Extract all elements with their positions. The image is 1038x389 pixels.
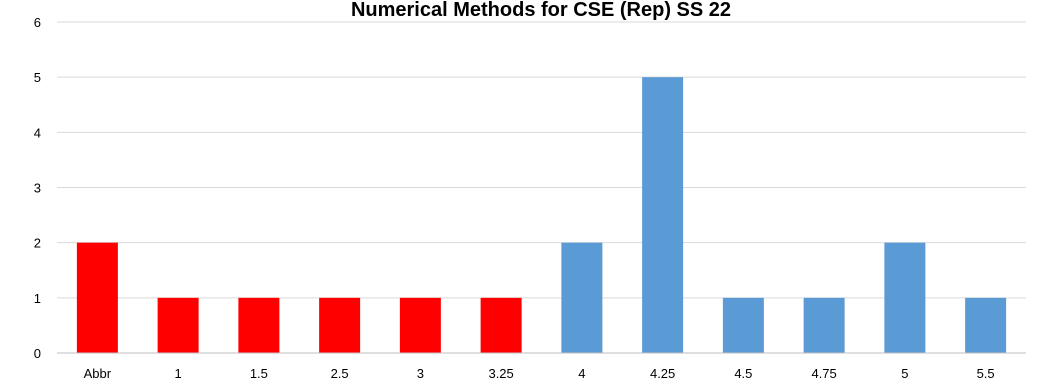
bar-4 — [561, 242, 603, 353]
bar-1.5 — [238, 297, 280, 353]
x-tick-label: 1.5 — [250, 366, 268, 381]
x-tick-labels: Abbr 1 1.5 2.5 3 3.25 4 4.25 4.5 4.75 5 5.5 — [84, 366, 995, 381]
x-tick-label: 4.5 — [734, 366, 752, 381]
bar-5.5 — [965, 297, 1007, 353]
bar-2.5 — [319, 297, 361, 353]
y-tick-label: 5 — [34, 70, 41, 85]
bar-1 — [157, 297, 199, 353]
x-tick-label: 4 — [578, 366, 585, 381]
x-tick-label: 5.5 — [977, 366, 995, 381]
x-tick-label: 5 — [901, 366, 908, 381]
x-tick-label: 2.5 — [331, 366, 349, 381]
bar-4.75 — [803, 297, 845, 353]
gridlines — [57, 21, 1026, 299]
y-tick-label: 6 — [34, 15, 41, 30]
x-tick-label: 3 — [417, 366, 424, 381]
bar-4.5 — [722, 297, 764, 353]
bar-3.25 — [480, 297, 522, 353]
y-tick-label: 4 — [34, 125, 41, 140]
bar-5 — [884, 242, 926, 353]
y-tick-labels: 0 1 2 3 4 5 6 — [34, 15, 41, 361]
chart-title: Numerical Methods for CSE (Rep) SS 22 — [351, 0, 731, 21]
x-tick-label: 1 — [175, 366, 182, 381]
bars — [76, 77, 1007, 354]
bar-4.25 — [642, 77, 684, 354]
y-tick-label: 2 — [34, 236, 41, 251]
y-tick-label: 0 — [34, 346, 41, 361]
x-tick-label: 3.25 — [488, 366, 513, 381]
y-tick-label: 3 — [34, 181, 41, 196]
x-tick-label: 4.25 — [650, 366, 675, 381]
bar-3 — [399, 297, 441, 353]
bar-Abbr — [76, 242, 118, 353]
x-tick-label: 4.75 — [811, 366, 836, 381]
y-tick-label: 1 — [34, 291, 41, 306]
x-tick-label: Abbr — [84, 366, 112, 381]
